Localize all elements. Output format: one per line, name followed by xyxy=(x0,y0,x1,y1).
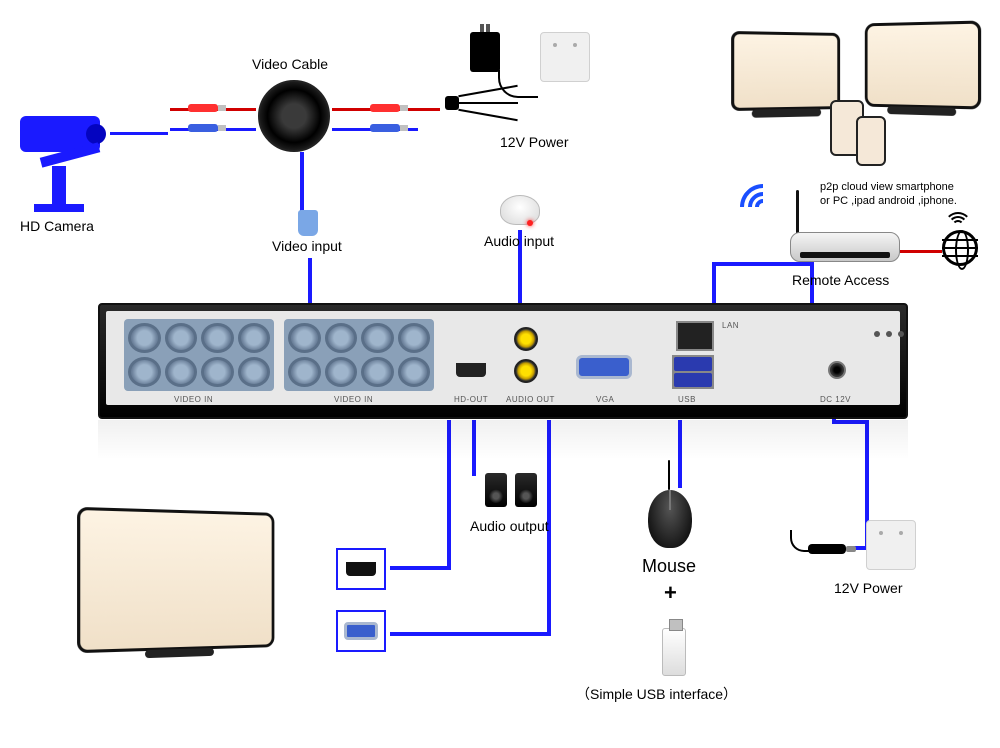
phone-icon xyxy=(856,116,886,166)
monitor-icon xyxy=(77,507,274,653)
dvr-reflection xyxy=(98,420,908,460)
hd-camera-icon xyxy=(20,116,100,152)
audio-input-label: Audio input xyxy=(484,233,554,249)
bnc-port-block xyxy=(284,319,434,391)
rca-audio-out-port-icon xyxy=(514,359,538,383)
dc-cord-icon xyxy=(790,530,812,552)
monitor-icon xyxy=(731,31,840,111)
audio-out-port-label: AUDIO OUT xyxy=(506,395,555,404)
usb-port-icon xyxy=(672,355,714,389)
hdmi-port-icon xyxy=(456,363,486,377)
power-cord-icon xyxy=(498,70,538,98)
connection-wire xyxy=(712,262,810,266)
p2p-text-line1: p2p cloud view smartphone xyxy=(820,180,954,194)
connection-wire xyxy=(390,632,547,636)
power-top-label: 12V Power xyxy=(500,134,568,150)
vga-plug-icon xyxy=(344,622,378,640)
plus-label: + xyxy=(664,580,677,606)
rca-plug-red-icon xyxy=(370,104,400,112)
dvr-device: VIDEO IN VIDEO IN HD-OUT AUDIO OUT VGA L… xyxy=(98,303,908,419)
microphone-icon xyxy=(500,195,540,225)
connection-wire xyxy=(712,262,716,306)
router-front-strip xyxy=(800,252,890,258)
dc-port-label: DC 12V xyxy=(820,395,851,404)
dc-jack-icon xyxy=(828,361,846,379)
vga-port-icon xyxy=(576,355,632,379)
power-splitter-icon xyxy=(445,96,459,110)
mouse-icon xyxy=(648,490,692,548)
power-adapter-icon xyxy=(470,32,500,72)
hdmi-port-label: HD-OUT xyxy=(454,395,488,404)
usb-drive-icon xyxy=(662,628,686,676)
vga-port-label: VGA xyxy=(596,395,614,404)
vga-connector-box xyxy=(336,610,386,652)
usb-port-label: USB xyxy=(678,395,696,404)
hdmi-plug-icon xyxy=(346,562,376,576)
connection-wire xyxy=(900,250,942,253)
video-cable-label: Video Cable xyxy=(252,56,328,72)
usb-interface-label: （Simple USB interface） xyxy=(576,684,737,704)
video-in-port-label: VIDEO IN xyxy=(334,395,373,404)
rca-plug-red-icon xyxy=(188,104,218,112)
dc-plug-icon xyxy=(808,544,846,554)
hd-camera-label: HD Camera xyxy=(20,218,94,234)
bnc-port-block xyxy=(124,319,274,391)
power-outlet-icon xyxy=(866,520,916,570)
remote-access-label: Remote Access xyxy=(792,272,889,288)
lan-port-icon xyxy=(676,321,714,351)
rca-audio-in-port-icon xyxy=(514,327,538,351)
connection-wire xyxy=(390,566,447,570)
monitor-icon xyxy=(865,20,981,109)
rca-plug-blue-icon xyxy=(188,124,218,132)
hdmi-connector-box xyxy=(336,548,386,590)
connection-wire xyxy=(300,152,304,212)
speaker-icon xyxy=(515,473,537,507)
bnc-connector-icon xyxy=(298,210,318,236)
globe-icon xyxy=(942,230,978,266)
video-input-label: Video input xyxy=(272,238,342,254)
p2p-text-line2: or PC ,ipad android ,iphone. xyxy=(820,194,957,208)
lan-port-label: LAN xyxy=(722,321,739,330)
router-antenna-icon xyxy=(796,190,799,234)
connection-wire xyxy=(110,132,168,135)
speaker-icon xyxy=(485,473,507,507)
dc-plug-tip-icon xyxy=(846,546,856,552)
signal-icon xyxy=(944,206,972,230)
rca-plug-blue-icon xyxy=(370,124,400,132)
video-in-port-label: VIDEO IN xyxy=(174,395,213,404)
audio-output-label: Audio output xyxy=(470,518,549,534)
power-bottom-label: 12V Power xyxy=(834,580,902,596)
mouse-cord-icon xyxy=(668,460,670,490)
power-outlet-icon xyxy=(540,32,590,82)
video-cable-coil-icon xyxy=(258,80,330,152)
mouse-label: Mouse xyxy=(642,556,696,577)
